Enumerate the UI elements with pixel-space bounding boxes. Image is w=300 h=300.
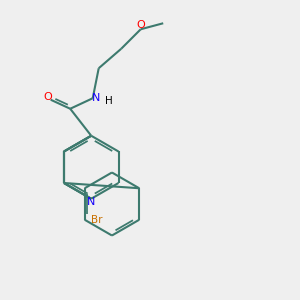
Text: Br: Br [91,215,102,225]
Text: H: H [105,96,113,106]
Text: N: N [87,197,95,207]
Text: O: O [136,20,145,30]
Text: O: O [43,92,52,102]
Text: N: N [92,93,100,103]
